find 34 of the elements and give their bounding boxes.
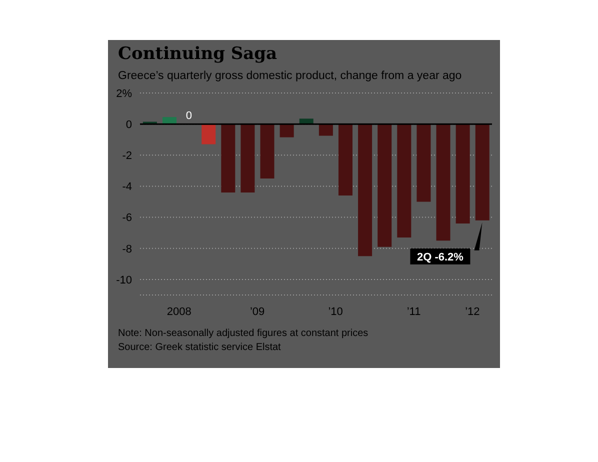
y-tick-label: -4: [122, 181, 132, 194]
x-tick-label: ’11: [406, 306, 421, 318]
bar: [260, 124, 274, 178]
bar: [475, 124, 490, 220]
text: Note: Non-seasonally adjusted figures at constant prices: [118, 328, 368, 339]
bar: [378, 124, 392, 247]
bar: [397, 124, 412, 238]
data-label: 0: [186, 110, 192, 122]
bar: [358, 124, 372, 256]
bar: [456, 124, 470, 224]
x-tick-label: ’12: [465, 306, 480, 318]
x-tick-label: ’10: [328, 306, 343, 318]
x-tick-label: ’09: [250, 306, 265, 318]
y-tick-label: -2: [122, 150, 132, 162]
annotation: 2Q -6.2%: [416, 251, 464, 264]
bar: [280, 124, 294, 138]
chart-subtitle: Greece’s quarterly gross domestic product, change from a year ago: [118, 70, 462, 82]
chart-title: Continuing Saga: [118, 44, 278, 64]
bar: [436, 124, 450, 241]
y-tick-label: -6: [122, 212, 132, 224]
bar: [318, 124, 333, 136]
bar: [202, 124, 216, 144]
bar: [240, 124, 255, 192]
y-tick-label: 2%: [116, 88, 132, 100]
y-tick-label: 0: [126, 118, 132, 131]
bar: [416, 124, 431, 202]
y-tick-label: -10: [116, 274, 132, 286]
bar: [338, 124, 352, 196]
x-tick-label: 2008: [166, 306, 192, 318]
bar: [299, 118, 314, 124]
y-tick-label: -8: [122, 243, 132, 256]
bar: [221, 124, 236, 192]
bar: [162, 117, 176, 124]
source-note: Source: Greek statistic service Elstat: [118, 342, 281, 353]
